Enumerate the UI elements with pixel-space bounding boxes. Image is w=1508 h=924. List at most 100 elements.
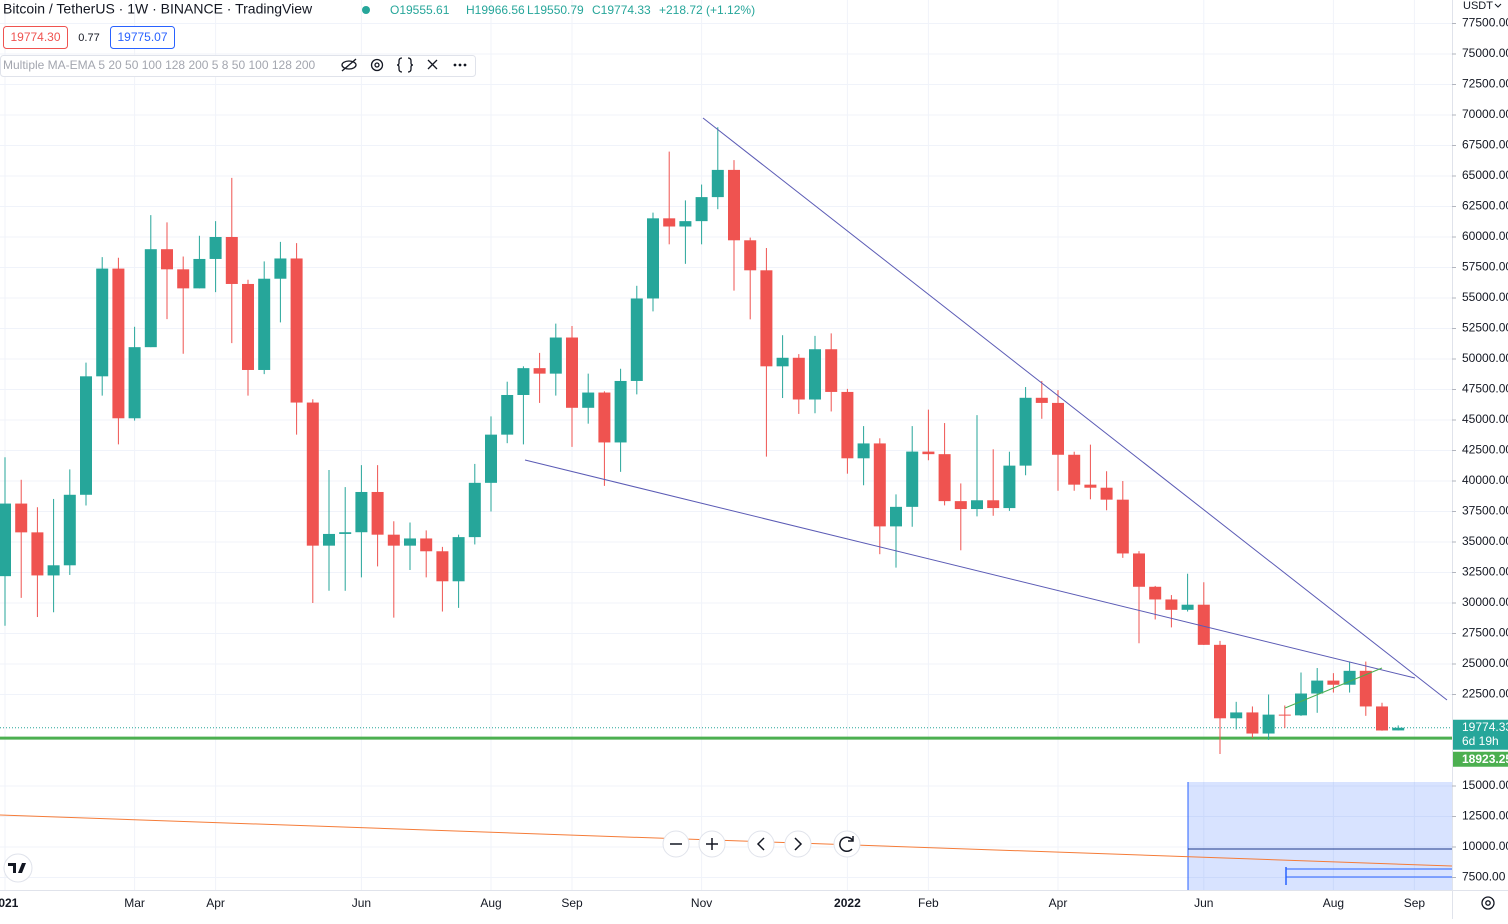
y-tick-label: 40000.00 xyxy=(1462,473,1508,487)
candle-body xyxy=(1003,465,1016,509)
candle-body xyxy=(517,368,530,395)
candle-body xyxy=(1084,484,1097,488)
indicator-legend[interactable] xyxy=(0,55,476,77)
last-price-label: 19774.33 xyxy=(1462,720,1508,734)
countdown: 6d 19h xyxy=(1462,734,1499,748)
remove-icon[interactable] xyxy=(427,59,438,70)
x-tick-label: 2022 xyxy=(834,896,861,910)
candle-body xyxy=(647,218,659,299)
candle-body xyxy=(387,534,400,546)
y-tick-label: 27500.00 xyxy=(1462,626,1508,640)
x-tick-label: Feb xyxy=(918,896,939,910)
candle-body xyxy=(1052,402,1064,455)
y-tick-label: 42500.00 xyxy=(1462,443,1508,457)
y-tick-label: 7500.00 xyxy=(1462,870,1506,884)
currency[interactable]: USDT xyxy=(1463,0,1493,12)
candle-body xyxy=(549,337,562,374)
status-dot xyxy=(362,6,370,14)
candle-body xyxy=(63,494,76,566)
candle-body xyxy=(630,298,643,381)
candle-body xyxy=(841,391,854,459)
y-tick-label: 52500.00 xyxy=(1462,321,1508,335)
candle-body xyxy=(225,236,238,284)
candle-body xyxy=(1214,644,1226,719)
scroll-right-button[interactable] xyxy=(784,830,812,858)
candle-body xyxy=(857,443,870,459)
x-tick-label: Sep xyxy=(561,896,583,910)
currency-arrow[interactable] xyxy=(1494,3,1502,8)
trend-line xyxy=(1284,667,1383,709)
x-tick-label: Jun xyxy=(1194,896,1213,910)
candle-body xyxy=(1181,604,1194,610)
candle-body xyxy=(1262,714,1275,734)
x-tick-label: Apr xyxy=(1049,896,1068,910)
settings-gear[interactable] xyxy=(1481,896,1495,910)
tradingview-logo[interactable] xyxy=(3,853,33,883)
candle-body xyxy=(209,236,222,259)
candle-body xyxy=(695,197,708,222)
candle-body xyxy=(0,503,11,577)
y-tick-label: 35000.00 xyxy=(1462,534,1508,548)
ask-price[interactable]: 19775.07 xyxy=(117,30,167,44)
candle-body xyxy=(776,357,789,367)
candle-body xyxy=(1392,727,1405,731)
candle-body xyxy=(177,269,190,289)
candle-body xyxy=(161,249,173,270)
time-axis[interactable] xyxy=(0,890,1452,919)
more-icon[interactable] xyxy=(453,63,467,67)
candle-body xyxy=(1343,670,1356,685)
bid-price[interactable]: 19774.30 xyxy=(10,30,60,44)
candle-body xyxy=(1068,454,1081,485)
candles xyxy=(0,127,1452,755)
symbol-title[interactable]: Bitcoin / TetherUS · 1W · BINANCE · Trad… xyxy=(3,1,313,17)
candle-body xyxy=(31,532,44,576)
candle-body xyxy=(355,491,368,533)
y-tick-label: 70000.00 xyxy=(1462,107,1508,121)
indicator-name[interactable]: Multiple MA-EMA 5 20 50 100 128 200 5 8 … xyxy=(3,58,316,72)
candle-body xyxy=(1197,604,1210,645)
candle-body xyxy=(1035,397,1048,403)
buy-button[interactable] xyxy=(110,26,175,49)
candle-body xyxy=(663,218,676,227)
axes: 7500.00 10000.00 12500.00 15000.00 22500.00 2… xyxy=(0,16,1508,910)
candle-body xyxy=(922,451,935,455)
candle-body xyxy=(371,491,384,535)
x-tick-label: Aug xyxy=(1323,896,1344,910)
candle-body xyxy=(598,392,611,443)
hide-icon[interactable] xyxy=(341,58,357,72)
y-tick-label: 32500.00 xyxy=(1462,565,1508,579)
x-tick-label: Apr xyxy=(206,896,225,910)
ohlc-high: H19966.56 xyxy=(466,3,525,17)
x-tick-label: Mar xyxy=(124,896,145,910)
hline-label: 18923.25 xyxy=(1462,752,1508,766)
sell-button[interactable] xyxy=(3,26,68,49)
candle-body xyxy=(501,394,514,435)
y-tick-label: 10000.00 xyxy=(1462,839,1508,853)
y-tick-label: 65000.00 xyxy=(1462,168,1508,182)
y-tick-label: 77500.00 xyxy=(1462,16,1508,30)
candle-body xyxy=(1278,714,1291,716)
ohlc-change: +218.72 (+1.12%) xyxy=(659,3,755,17)
candle-body xyxy=(193,258,206,289)
candle-body xyxy=(938,454,951,502)
settings-icon[interactable] xyxy=(370,58,384,72)
nav-icons xyxy=(670,836,854,853)
reset-button[interactable] xyxy=(833,830,861,858)
scroll-left-button[interactable] xyxy=(747,830,775,858)
y-tick-label: 75000.00 xyxy=(1462,46,1508,60)
candle-body xyxy=(323,533,335,546)
candle-body xyxy=(533,368,546,374)
source-icon[interactable] xyxy=(396,57,414,73)
candle-body xyxy=(404,538,416,546)
candle-body xyxy=(144,249,157,348)
trend-line xyxy=(702,117,1448,701)
spread: 0.77 xyxy=(78,32,99,44)
x-tick-label: Sep xyxy=(1404,896,1426,910)
y-tick-label: 62500.00 xyxy=(1462,199,1508,213)
candle-body xyxy=(80,376,92,495)
candle-body xyxy=(1133,553,1145,587)
candle-body xyxy=(1246,712,1259,734)
y-tick-label: 15000.00 xyxy=(1462,778,1508,792)
candle-body xyxy=(128,347,141,419)
